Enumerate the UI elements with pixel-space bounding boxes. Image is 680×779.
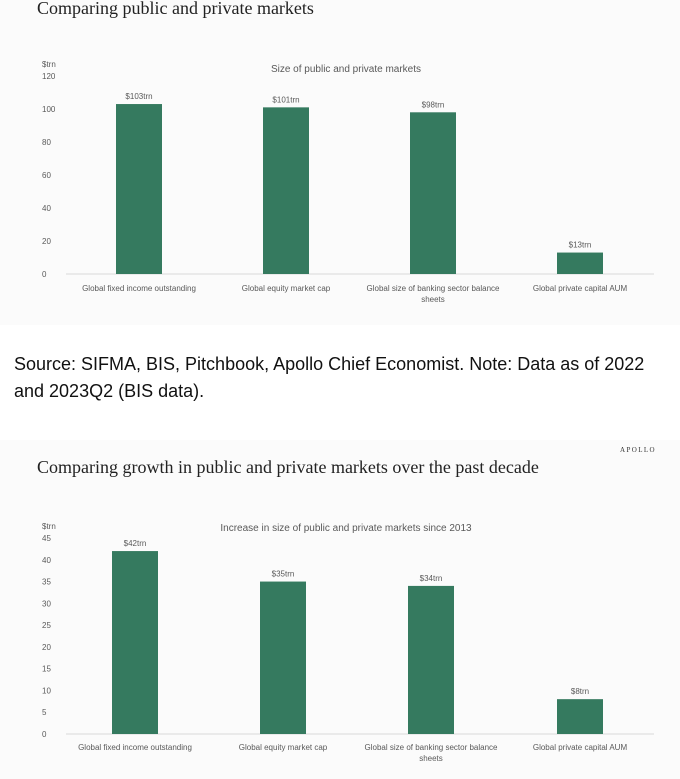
y-tick-label: 30 xyxy=(42,599,51,608)
x-tick-label: Global size of banking sector balance xyxy=(367,284,501,293)
x-tick-label: Global fixed income outstanding xyxy=(82,284,196,293)
bar xyxy=(408,585,454,734)
x-tick-label: Global fixed income outstanding xyxy=(78,743,192,752)
chart-title: Increase in size of public and private m… xyxy=(220,523,472,534)
y-axis-unit-label: $trn xyxy=(42,522,56,531)
chart-slide-2: APOLLO Comparing growth in public and pr… xyxy=(0,440,680,779)
y-tick-label: 35 xyxy=(42,578,51,587)
y-tick-label: 40 xyxy=(42,556,51,565)
x-tick-label: Global equity market cap xyxy=(242,284,331,293)
y-tick-label: 5 xyxy=(42,708,47,717)
y-tick-label: 0 xyxy=(42,730,47,739)
data-label: $103trn xyxy=(125,92,152,101)
data-label: $13trn xyxy=(569,241,592,250)
chart-slide-1: Comparing public and private markets Siz… xyxy=(0,0,680,325)
bar xyxy=(112,551,158,734)
slide-heading: Comparing growth in public and private m… xyxy=(37,457,539,477)
x-tick-label: Global equity market cap xyxy=(239,743,328,752)
x-tick-label: Global private capital AUM xyxy=(533,284,628,293)
y-tick-label: 120 xyxy=(42,72,56,81)
x-tick-label: Global size of banking sector balance xyxy=(365,743,499,752)
y-tick-label: 0 xyxy=(42,270,47,279)
y-tick-label: 20 xyxy=(42,237,51,246)
bar xyxy=(557,252,603,274)
x-tick-label: sheets xyxy=(421,295,445,304)
bar-chart-market-growth: Increase in size of public and private m… xyxy=(42,522,654,763)
y-tick-label: 45 xyxy=(42,534,51,543)
slide-heading: Comparing public and private markets xyxy=(37,0,314,18)
x-tick-label: sheets xyxy=(419,754,443,763)
y-tick-label: 15 xyxy=(42,665,51,674)
y-axis-unit-label: $trn xyxy=(42,60,56,69)
y-tick-label: 25 xyxy=(42,621,51,630)
data-label: $98trn xyxy=(422,100,445,109)
chart-title: Size of public and private markets xyxy=(271,64,421,75)
x-tick-label: Global private capital AUM xyxy=(533,743,628,752)
y-tick-label: 20 xyxy=(42,643,51,652)
y-tick-label: 100 xyxy=(42,105,56,114)
bar xyxy=(557,699,603,734)
source-note: Source: SIFMA, BIS, Pitchbook, Apollo Ch… xyxy=(14,354,645,401)
data-label: $35trn xyxy=(272,570,295,579)
data-label: $42trn xyxy=(124,539,147,548)
bar xyxy=(260,581,306,734)
data-label: $8trn xyxy=(571,687,589,696)
y-tick-label: 40 xyxy=(42,204,51,213)
bar-chart-market-size: Size of public and private markets $trn 0 2… xyxy=(42,60,654,304)
data-label: $101trn xyxy=(272,95,299,104)
brand-wordmark: APOLLO xyxy=(619,446,656,454)
data-label: $34trn xyxy=(420,574,443,583)
y-tick-label: 60 xyxy=(42,171,51,180)
bar xyxy=(263,107,309,274)
bar xyxy=(116,104,162,274)
y-tick-label: 80 xyxy=(42,138,51,147)
y-tick-label: 10 xyxy=(42,686,51,695)
bar xyxy=(410,112,456,274)
